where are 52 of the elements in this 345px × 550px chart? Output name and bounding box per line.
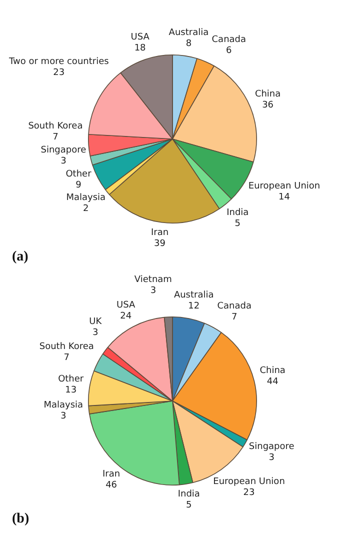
slice-label: South Korea <box>39 342 94 352</box>
slice-label: India <box>178 490 200 500</box>
slice-label: Other <box>66 169 92 180</box>
slice-label: Vietnam <box>134 274 172 285</box>
data-label: 9 <box>76 180 82 190</box>
data-label: 8 <box>186 38 192 49</box>
slice-label: Singapore <box>248 442 295 452</box>
data-label: 46 <box>106 480 118 490</box>
data-label: 7 <box>231 312 238 322</box>
slice-label: Two or more countries <box>8 57 110 68</box>
data-label: 6 <box>226 46 232 56</box>
data-label: 2 <box>82 204 89 214</box>
slice-label: UK <box>89 317 103 328</box>
slice-label: Iran <box>102 469 120 480</box>
data-label: 5 <box>234 218 241 229</box>
text: (b) <box>12 512 30 527</box>
data-label: 23 <box>243 488 255 498</box>
data-label: 7 <box>52 132 58 142</box>
slice-label: Iran <box>150 228 169 238</box>
data-label: 12 <box>188 302 200 312</box>
data-label: 3 <box>150 286 156 296</box>
data-label: 39 <box>154 239 166 250</box>
slice-label: Australia <box>168 28 209 38</box>
data-label: 3 <box>268 452 274 463</box>
data-label: 14 <box>278 192 290 203</box>
data-label: 24 <box>120 312 132 322</box>
data-label: 18 <box>134 43 146 54</box>
slice-label: Malaysia <box>66 192 106 203</box>
slice-label: USA <box>116 300 136 311</box>
data-label: 3 <box>92 328 98 338</box>
slice-label: Australia <box>174 290 214 301</box>
data-label: 3 <box>60 412 66 422</box>
text: (a) <box>12 250 29 265</box>
slice-label: Canada <box>212 34 246 45</box>
slice-label: South Korea <box>28 121 83 132</box>
data-label: 44 <box>266 377 279 388</box>
data-label: 3 <box>60 156 66 167</box>
data-label: 7 <box>64 353 70 364</box>
slice-label: India <box>226 208 249 218</box>
slice-label: European Union <box>248 182 320 192</box>
slice-label: USA <box>130 32 150 42</box>
slice-label: China <box>260 366 286 376</box>
slice-label: European Union <box>213 477 285 488</box>
data-label: 5 <box>186 500 192 511</box>
data-label: 36 <box>262 100 274 111</box>
data-label: 23 <box>53 68 65 78</box>
slice-label: Canada <box>217 301 252 312</box>
slice-label: Malaysia <box>44 400 84 411</box>
data-label: 13 <box>65 385 77 396</box>
slice-label: Singapore <box>40 146 87 156</box>
slice-label: Other <box>58 374 84 384</box>
slice-label: China <box>254 90 281 100</box>
